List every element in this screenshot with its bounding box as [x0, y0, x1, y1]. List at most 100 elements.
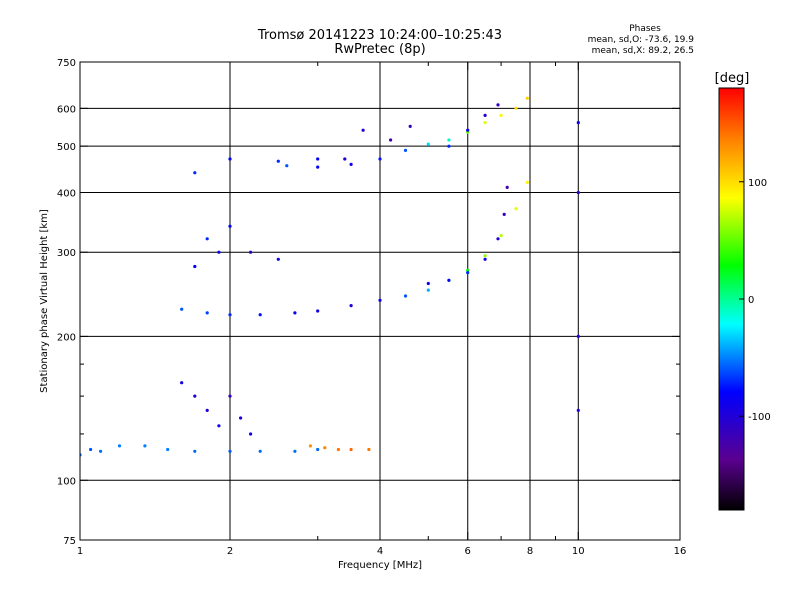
data-point [483, 113, 487, 117]
data-point [316, 447, 320, 452]
y-tick-label: 500 [57, 142, 76, 153]
data-point [323, 446, 327, 450]
data-point [483, 254, 487, 258]
data-point [426, 288, 430, 292]
data-point [505, 185, 509, 189]
data-point [483, 257, 487, 261]
x-tick-label: 1 [77, 546, 83, 557]
x-tick-label: 16 [674, 546, 687, 557]
data-point [514, 106, 518, 110]
data-point [193, 264, 197, 269]
data-point [316, 157, 320, 161]
data-point [403, 294, 408, 298]
x-tick-label: 4 [377, 546, 383, 557]
data-point [193, 449, 197, 453]
data-point [316, 165, 320, 169]
data-point [514, 207, 518, 211]
y-tick-label: 100 [57, 476, 76, 487]
data-point [336, 447, 340, 452]
data-point [117, 444, 122, 448]
data-point [502, 212, 506, 216]
colorbar-tick-label: -100 [748, 412, 771, 423]
data-point [576, 190, 580, 195]
data-point [249, 432, 253, 436]
data-point [499, 113, 503, 117]
data-point [239, 416, 243, 420]
data-point [166, 447, 170, 452]
data-point [217, 424, 221, 428]
data-point [193, 171, 197, 175]
data-point [367, 447, 371, 452]
data-point [293, 311, 297, 315]
data-point [276, 257, 280, 261]
data-point [343, 157, 347, 161]
data-point [308, 444, 312, 448]
y-axis-ticks: 75 100 200 300 400 500 600 750 [57, 58, 680, 547]
data-point [361, 128, 365, 132]
x-axis-label: Frequency [MHz] [338, 560, 422, 571]
data-point [349, 447, 353, 452]
data-point [349, 162, 353, 166]
y-tick-label: 600 [57, 104, 76, 115]
data-point [447, 138, 451, 142]
data-point [496, 103, 500, 107]
data-point [228, 224, 232, 228]
data-point [228, 313, 232, 317]
x-tick-label: 2 [227, 546, 233, 557]
colorbar-tick-label: 100 [748, 178, 767, 189]
stats-line-x: mean, sd,X: 89.2, 26.5 [592, 46, 694, 56]
data-point [408, 124, 412, 128]
data-point [525, 180, 529, 184]
data-point [466, 128, 470, 132]
colorbar-tick-label: 0 [748, 295, 754, 306]
data-point [496, 237, 500, 241]
data-point [193, 394, 197, 398]
data-point [228, 449, 232, 453]
data-point [447, 144, 451, 148]
data-point [217, 250, 221, 254]
data-point [466, 268, 470, 272]
chart-subtitle: RwPretec (8p) [334, 42, 425, 57]
x-tick-label: 10 [572, 546, 585, 557]
y-tick-label: 750 [57, 58, 76, 69]
data-point [293, 449, 297, 453]
data-point [349, 304, 353, 308]
y-axis-label: Stationary phase Virtual Height [km] [39, 209, 50, 393]
data-point [285, 164, 289, 168]
data-point [447, 278, 451, 282]
data-point [205, 408, 209, 412]
data-point [249, 250, 253, 254]
data-point [205, 311, 209, 315]
data-point [180, 381, 184, 385]
y-tick-label: 300 [57, 248, 76, 259]
data-point [499, 234, 503, 238]
data-point [258, 313, 262, 317]
data-point [426, 281, 430, 286]
data-point [258, 449, 262, 453]
data-point [99, 449, 103, 453]
data-point [389, 138, 393, 142]
data-point [228, 157, 232, 161]
x-tick-label: 6 [465, 546, 471, 557]
colorbar-ticks: 100 0 -100 [739, 178, 771, 423]
data-point [205, 237, 209, 241]
data-point [525, 96, 529, 100]
data-point [316, 309, 320, 313]
y-tick-label: 75 [63, 536, 76, 547]
data-point [89, 447, 93, 452]
colorbar-label: [deg] [715, 71, 750, 86]
y-tick-label: 400 [57, 188, 76, 199]
data-point [228, 394, 232, 398]
chart-title: Tromsø 20141223 10:24:00–10:25:43 [257, 28, 502, 43]
data-point [276, 159, 280, 163]
data-points [80, 96, 580, 457]
data-point [378, 157, 382, 161]
y-tick-label: 200 [57, 332, 76, 343]
data-point [180, 307, 184, 311]
stats-line-o: mean, sd,O: -73.6, 19.9 [588, 35, 695, 45]
data-point [483, 121, 487, 125]
data-point [143, 444, 147, 448]
data-point [426, 142, 430, 146]
data-point [576, 408, 580, 412]
